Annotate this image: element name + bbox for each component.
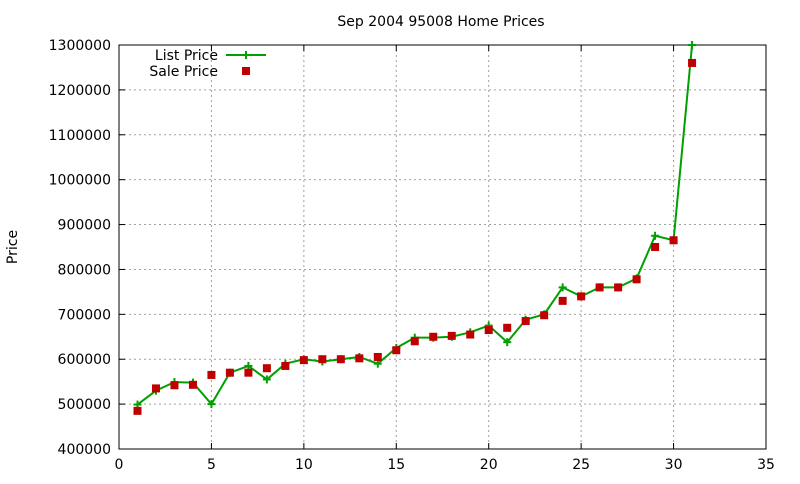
sale-price-point [595, 283, 604, 292]
sale-price-point [429, 332, 438, 341]
sale-price-point [188, 380, 197, 389]
y-tick-label: 600000 [58, 352, 111, 368]
list-price-point [651, 231, 660, 240]
x-tick-label: 5 [207, 457, 216, 473]
list-price-point [558, 283, 567, 292]
x-tick-label: 35 [757, 457, 775, 473]
sale-price-point [558, 296, 567, 305]
list-price-point [373, 359, 382, 368]
sale-price-point [466, 330, 475, 339]
series-layer [133, 41, 697, 415]
y-tick-label: 1200000 [49, 83, 111, 99]
y-tick-label: 400000 [58, 442, 111, 458]
grid-layer [119, 45, 766, 449]
sale-price-point [281, 361, 290, 370]
sale-price-point [151, 384, 160, 393]
list-price-point [207, 400, 216, 409]
list-price-point [503, 338, 512, 347]
x-tick-label: 15 [387, 457, 405, 473]
sale-price-point [521, 317, 530, 326]
list-price-point [688, 41, 697, 49]
sale-price-point [632, 275, 641, 284]
list-price-point [262, 375, 271, 384]
y-tick-label: 1100000 [49, 128, 111, 144]
y-tick-label: 500000 [58, 397, 111, 413]
sale-price-point [318, 355, 327, 364]
sale-price-point [410, 337, 419, 346]
sale-price-point [540, 311, 549, 320]
sale-price-point [669, 236, 678, 245]
legend-label: List Price [155, 48, 218, 64]
sale-price-point [651, 243, 660, 251]
sale-price-point [244, 368, 253, 377]
sale-price-point [503, 323, 512, 332]
plot-border [118, 44, 767, 450]
sale-price-point [484, 326, 493, 335]
sale-price-point [207, 370, 216, 379]
y-tick-label: 1000000 [49, 173, 111, 189]
chart-title: Sep 2004 95008 Home Prices [337, 14, 544, 30]
y-tick-label: 800000 [58, 262, 111, 278]
axes-layer: 0 5 10 15 20 25 30 35 400000 500000 600000 700000 80… [49, 38, 775, 473]
x-tick-label: 30 [665, 457, 683, 473]
legend-square-sample [242, 67, 250, 75]
x-tick-label: 10 [295, 457, 313, 473]
y-tick-label: 1300000 [49, 38, 111, 54]
sale-price-point [447, 331, 456, 340]
sale-price-point [299, 356, 308, 365]
y-axis-label: Price [5, 230, 21, 264]
sale-price-point [336, 355, 345, 364]
x-tick-label: 20 [480, 457, 498, 473]
sale-price-point [577, 292, 586, 301]
sale-price-point [262, 364, 271, 373]
sale-price-point [355, 354, 364, 363]
sale-price-point [373, 352, 382, 361]
sale-price-point [614, 283, 623, 292]
sale-price-point [170, 381, 179, 390]
y-tick-label: 900000 [58, 218, 111, 234]
legend-label: Sale Price [149, 64, 218, 80]
sale-price-point [392, 346, 401, 355]
x-tick-label: 0 [115, 457, 124, 473]
sale-price-point [225, 368, 234, 377]
sale-price-point [688, 58, 697, 67]
sale-price-point [133, 406, 142, 415]
list-price-point [244, 361, 253, 370]
y-tick-label: 700000 [58, 307, 111, 323]
x-tick-label: 25 [572, 457, 590, 473]
